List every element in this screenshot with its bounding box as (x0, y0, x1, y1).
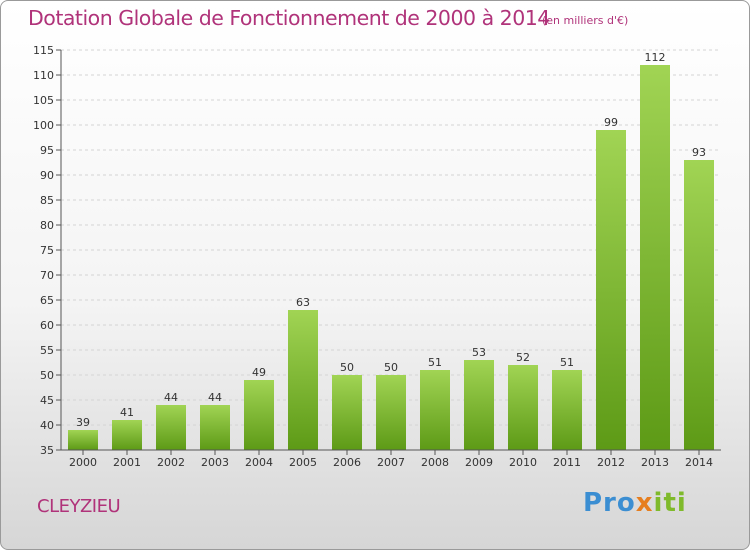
x-tick-label: 2012 (597, 456, 625, 469)
y-tick-label: 55 (40, 344, 54, 357)
bar (112, 420, 142, 450)
bar-value-label: 51 (560, 356, 574, 369)
proxiti-logo: Proxiti (583, 488, 687, 518)
bar (508, 365, 538, 450)
y-tick-label: 95 (40, 144, 54, 157)
x-tick-label: 2010 (509, 456, 537, 469)
bar (640, 65, 670, 450)
bar-value-label: 44 (208, 391, 222, 404)
bar-value-label: 112 (645, 51, 666, 64)
bar (376, 375, 406, 450)
bar (332, 375, 362, 450)
x-tick-label: 2005 (289, 456, 317, 469)
bar-value-label: 50 (384, 361, 398, 374)
bar-value-label: 99 (604, 116, 618, 129)
bar-value-label: 44 (164, 391, 178, 404)
x-tick-label: 2007 (377, 456, 405, 469)
y-tick-label: 45 (40, 394, 54, 407)
bar-value-label: 49 (252, 366, 266, 379)
bar (68, 430, 98, 450)
y-tick-label: 65 (40, 294, 54, 307)
bar (552, 370, 582, 450)
x-tick-label: 2003 (201, 456, 229, 469)
bar (288, 310, 318, 450)
x-tick-label: 2013 (641, 456, 669, 469)
y-tick-label: 115 (33, 44, 54, 57)
y-tick-label: 100 (33, 119, 54, 132)
bar-value-label: 63 (296, 296, 310, 309)
bar-value-label: 93 (692, 146, 706, 159)
bar-value-label: 50 (340, 361, 354, 374)
x-tick-label: 2009 (465, 456, 493, 469)
chart-title: Dotation Globale de Fonctionnement de 20… (28, 6, 550, 30)
x-tick-label: 2000 (69, 456, 97, 469)
bar (596, 130, 626, 450)
y-tick-label: 90 (40, 169, 54, 182)
bar (420, 370, 450, 450)
y-tick-label: 85 (40, 194, 54, 207)
x-tick-label: 2002 (157, 456, 185, 469)
y-tick-label: 40 (40, 419, 54, 432)
y-tick-label: 75 (40, 244, 54, 257)
bar-value-label: 39 (76, 416, 90, 429)
x-tick-label: 2004 (245, 456, 273, 469)
y-tick-label: 105 (33, 94, 54, 107)
x-tick-label: 2008 (421, 456, 449, 469)
y-tick-label: 60 (40, 319, 54, 332)
bar (156, 405, 186, 450)
x-tick-label: 2006 (333, 456, 361, 469)
bar-value-label: 52 (516, 351, 530, 364)
y-tick-label: 35 (40, 444, 54, 457)
y-tick-label: 110 (33, 69, 54, 82)
x-tick-label: 2014 (685, 456, 713, 469)
x-tick-label: 2011 (553, 456, 581, 469)
bar (464, 360, 494, 450)
chart-subtitle: (en milliers d'€) (542, 14, 629, 27)
y-tick-label: 80 (40, 219, 54, 232)
bar-value-label: 51 (428, 356, 442, 369)
bar (200, 405, 230, 450)
bar (244, 380, 274, 450)
bar-value-label: 53 (472, 346, 486, 359)
x-tick-label: 2001 (113, 456, 141, 469)
bar-value-label: 41 (120, 406, 134, 419)
town-name: CLEYZIEU (37, 496, 121, 517)
bar (684, 160, 714, 450)
y-tick-label: 70 (40, 269, 54, 282)
y-tick-label: 50 (40, 369, 54, 382)
